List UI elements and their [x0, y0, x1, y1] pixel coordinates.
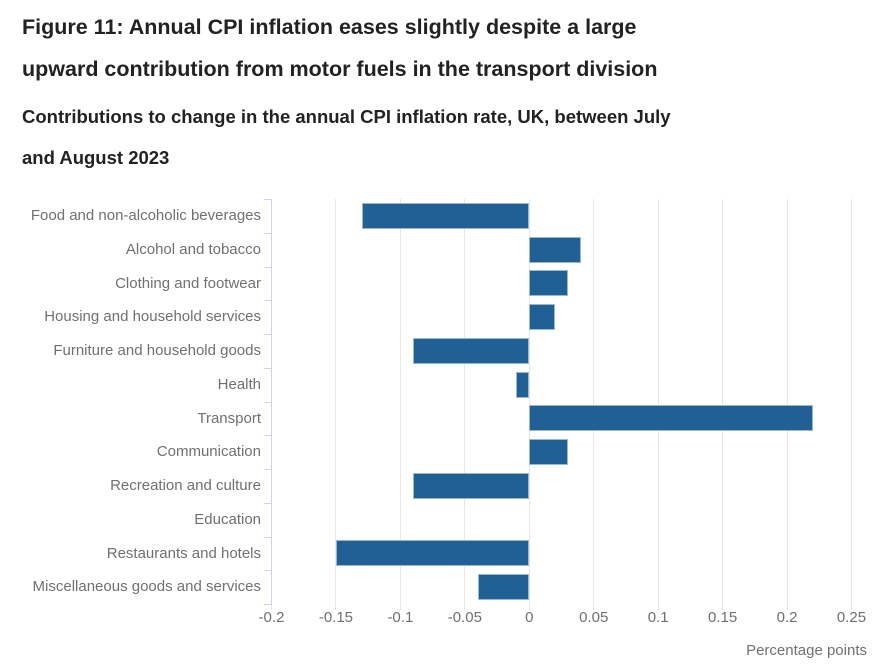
category-label: Alcohol and tobacco — [125, 240, 261, 258]
grid-line — [335, 199, 337, 604]
y-axis-tick — [263, 300, 271, 302]
bar — [516, 371, 530, 398]
grid-line — [399, 199, 401, 604]
x-tick-label: 0.1 — [647, 609, 669, 626]
y-axis-tick — [263, 232, 271, 234]
category-label: Miscellaneous goods and services — [32, 578, 261, 596]
bar — [477, 574, 530, 601]
bar — [529, 304, 556, 331]
grid-line — [657, 199, 659, 604]
category-label: Clothing and footwear — [115, 274, 261, 292]
grid-line — [464, 199, 466, 604]
y-axis-tick — [263, 199, 271, 200]
x-tick-label: 0.05 — [579, 609, 609, 626]
bar — [335, 540, 530, 567]
x-axis-tick — [722, 604, 724, 610]
y-axis-tick — [263, 367, 271, 369]
y-axis-tick — [263, 604, 271, 605]
bar — [529, 270, 568, 297]
y-axis-tick — [263, 502, 271, 504]
grid-line — [593, 199, 595, 604]
x-tick-label: 0.15 — [708, 609, 738, 626]
y-axis-tick — [263, 570, 271, 572]
grid-line — [851, 199, 852, 604]
figure-subtitle: Contributions to change in the annual CP… — [22, 106, 671, 168]
x-axis-tick — [399, 604, 401, 610]
bar — [361, 202, 530, 229]
bar — [529, 405, 813, 432]
y-axis-tick — [263, 334, 271, 335]
category-label: Restaurants and hotels — [106, 544, 261, 562]
category-label: Communication — [156, 443, 261, 461]
grid-line — [786, 199, 788, 604]
y-axis-tick — [263, 435, 271, 437]
bar — [529, 439, 568, 466]
x-axis-tick — [335, 604, 337, 610]
category-label: Education — [194, 510, 261, 528]
x-tick-label: -0.15 — [318, 609, 354, 626]
y-axis-tick — [263, 469, 271, 470]
category-label: Transport — [197, 409, 261, 427]
x-axis-tick — [464, 604, 466, 610]
y-axis-line — [270, 199, 272, 605]
bar — [413, 472, 530, 499]
x-axis-tick — [851, 604, 852, 610]
x-axis-tick — [271, 604, 272, 610]
bar — [529, 236, 581, 263]
x-tick-label: -0.05 — [447, 609, 482, 626]
x-tick-label: 0 — [525, 609, 534, 626]
bar — [413, 337, 530, 364]
x-tick-label: -0.2 — [258, 609, 285, 626]
figure-title: Figure 11: Annual CPI inflation eases sl… — [22, 15, 658, 81]
x-tick-label: -0.1 — [387, 609, 414, 626]
x-tick-label: 0.25 — [836, 609, 867, 626]
category-label: Housing and household services — [44, 308, 261, 326]
category-label: Recreation and culture — [110, 477, 261, 494]
x-axis-tick — [657, 604, 659, 610]
x-tick-label: 0.2 — [776, 609, 798, 626]
y-axis-tick — [263, 266, 271, 268]
grid-line — [528, 199, 530, 604]
category-label: Health — [217, 375, 261, 393]
y-axis-tick — [263, 536, 271, 538]
x-axis-title: Percentage points — [746, 642, 867, 659]
grid-line — [722, 199, 724, 604]
y-axis-tick — [263, 401, 271, 403]
x-axis-tick — [786, 604, 788, 610]
grid-line — [271, 199, 272, 604]
category-label: Food and non-alcoholic beverages — [30, 207, 261, 224]
x-axis-tick — [593, 604, 595, 610]
x-axis-tick — [528, 604, 530, 610]
category-label: Furniture and household goods — [53, 342, 261, 359]
